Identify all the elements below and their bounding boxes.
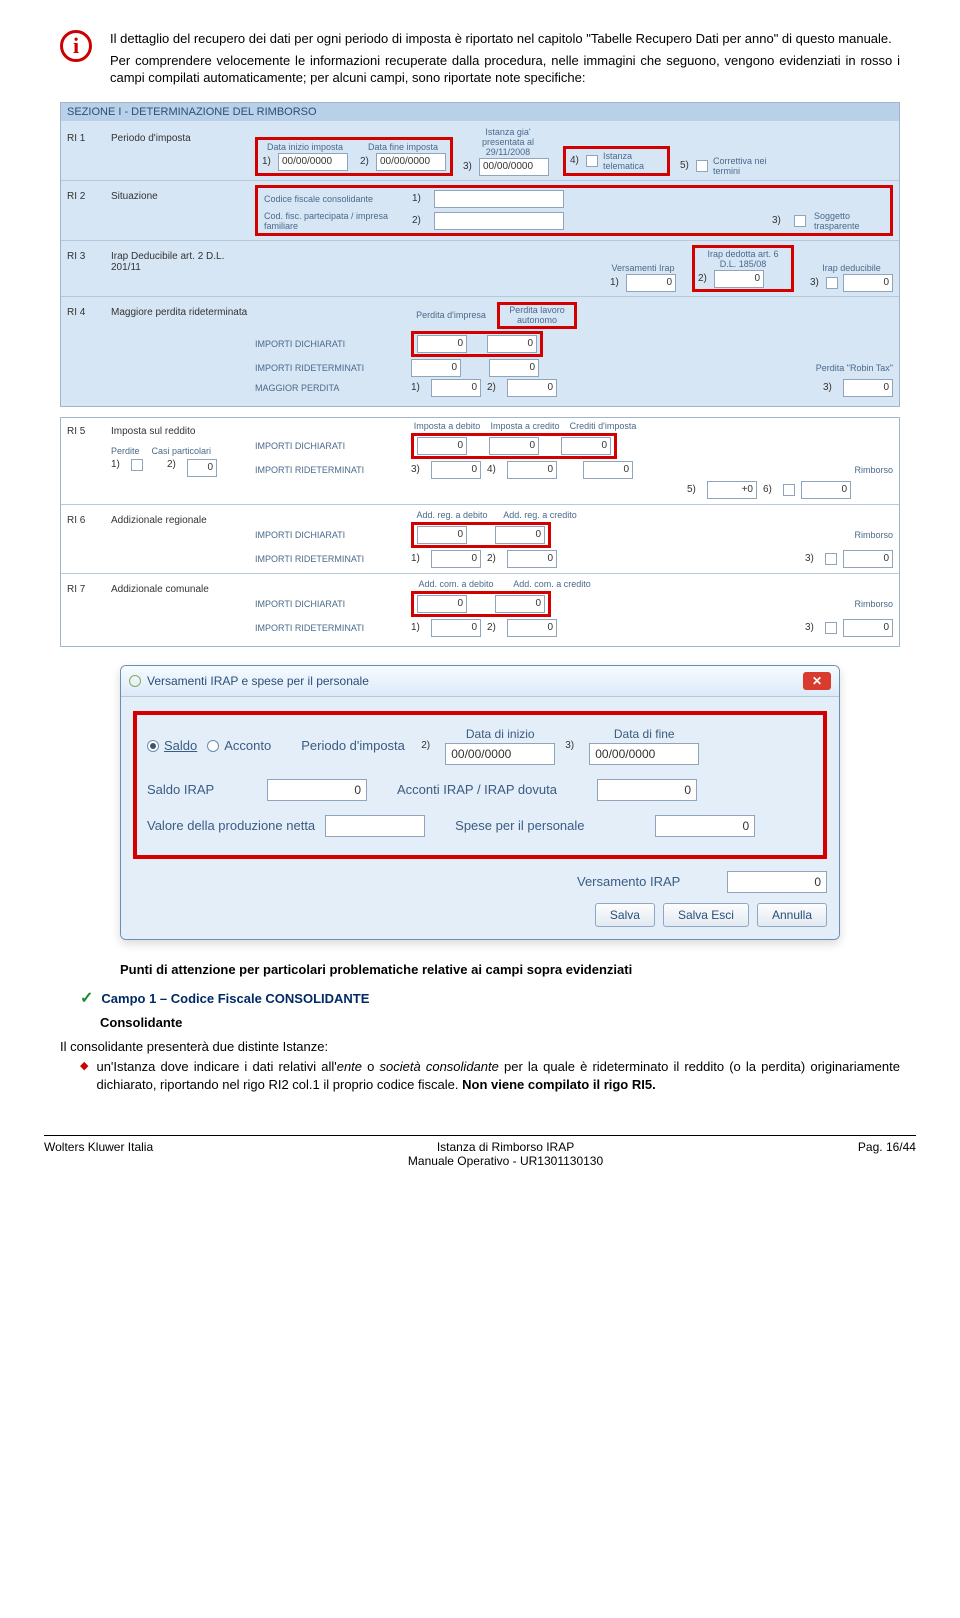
dlg-saldo-irap[interactable]: 0: [267, 779, 367, 801]
row-ri1: RI 1 Periodo d'imposta Data inizio impos…: [67, 125, 893, 178]
ri1-desc: Periodo d'imposta: [111, 127, 251, 144]
btn-salva-esci[interactable]: Salva Esci: [663, 903, 749, 927]
row-ri5: RI 5 Imposta sul reddito Perdite Casi pa…: [67, 418, 893, 502]
bullet-icon: ◆: [80, 1058, 88, 1093]
ri1-data-inizio[interactable]: 00/00/0000: [278, 153, 348, 171]
form-panel-section2: RI 5 Imposta sul reddito Perdite Casi pa…: [60, 417, 900, 647]
para-consolidante: Il consolidante presenterà due distinte …: [60, 1038, 900, 1056]
footer-left: Wolters Kluwer Italia: [44, 1140, 153, 1168]
ri2-cf-consolidante[interactable]: [434, 190, 564, 208]
consolidante-subheading: Consolidante: [100, 1015, 900, 1030]
radio-saldo[interactable]: [147, 740, 159, 752]
ri1-code: RI 1: [67, 127, 107, 144]
radio-acconto[interactable]: [207, 740, 219, 752]
dlg-spese-personale[interactable]: 0: [655, 815, 755, 837]
info-icon: i: [60, 30, 92, 62]
bullet-text: un'Istanza dove indicare i dati relativi…: [96, 1058, 900, 1093]
row-ri7: RI 7 Addizionale comunale Add. com. a de…: [67, 576, 893, 640]
row-ri6: RI 6 Addizionale regionale Add. reg. a d…: [67, 507, 893, 571]
page-footer: Wolters Kluwer Italia Istanza di Rimbors…: [44, 1135, 916, 1180]
ri3-dedotta[interactable]: 0: [714, 270, 764, 288]
ri2-soggetto-trasparente-checkbox[interactable]: [794, 215, 806, 227]
dialog-versamenti-irap: Versamenti IRAP e spese per il personale…: [120, 665, 840, 940]
dlg-data-fine[interactable]: 00/00/0000: [589, 743, 699, 765]
btn-salva[interactable]: Salva: [595, 903, 655, 927]
ri1-istanza-telematica-checkbox[interactable]: [586, 155, 598, 167]
campo1-heading: Campo 1 – Codice Fiscale CONSOLIDANTE: [101, 991, 369, 1006]
row-ri4: RI 4 Maggiore perdita rideterminata Perd…: [67, 299, 893, 400]
form-panel-section1: SEZIONE I - DETERMINAZIONE DEL RIMBORSO …: [60, 102, 900, 407]
heading-punti-attenzione: Punti di attenzione per particolari prob…: [120, 962, 900, 977]
dlg-acconti[interactable]: 0: [597, 779, 697, 801]
dialog-title: Versamenti IRAP e spese per il personale: [147, 674, 369, 688]
ri1-correttiva-checkbox[interactable]: [696, 160, 708, 172]
footer-mid2: Manuale Operativo - UR1301130130: [408, 1154, 603, 1168]
ri3-deducibile[interactable]: 0: [843, 274, 893, 292]
ri1-istanza-data[interactable]: 00/00/0000: [479, 158, 549, 176]
section1-header: SEZIONE I - DETERMINAZIONE DEL RIMBORSO: [61, 103, 899, 121]
info-note: i Il dettaglio del recupero dei dati per…: [60, 30, 900, 90]
btn-annulla[interactable]: Annulla: [757, 903, 827, 927]
dlg-valore-produzione[interactable]: [325, 815, 425, 837]
ri1-data-fine[interactable]: 00/00/0000: [376, 153, 446, 171]
ri2-cf-partecipata[interactable]: [434, 212, 564, 230]
ri1-f2-label: Data fine imposta: [360, 142, 446, 152]
dlg-versamento-irap[interactable]: 0: [727, 871, 827, 893]
row-ri3: RI 3 Irap Deducibile art. 2 D.L. 201/11 …: [67, 243, 893, 294]
check-icon: ✓: [80, 991, 93, 1007]
footer-right: Pag. 16/44: [858, 1140, 916, 1168]
info-text-1: Il dettaglio del recupero dei dati per o…: [110, 30, 900, 48]
footer-mid1: Istanza di Rimborso IRAP: [437, 1140, 574, 1154]
info-text-2: Per comprendere velocemente le informazi…: [110, 52, 900, 87]
close-icon[interactable]: ✕: [803, 672, 831, 690]
ri1-f1-label: Data inizio imposta: [262, 142, 348, 152]
ri3-versamenti[interactable]: 0: [626, 274, 676, 292]
dlg-data-inizio[interactable]: 00/00/0000: [445, 743, 555, 765]
row-ri2: RI 2 Situazione Codice fiscale consolida…: [67, 183, 893, 238]
